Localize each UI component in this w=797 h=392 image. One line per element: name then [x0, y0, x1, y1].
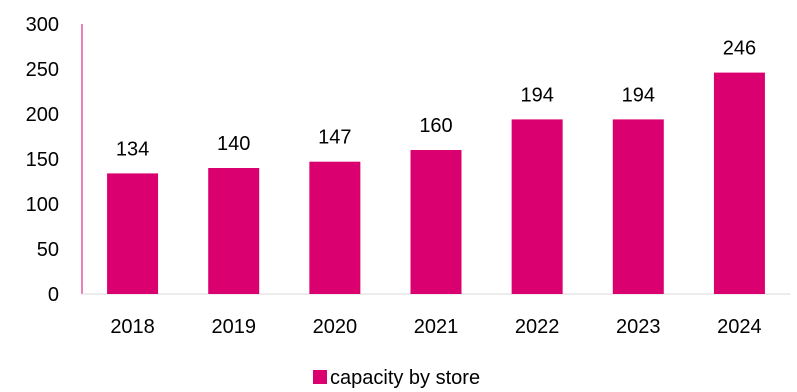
bar-2021 [410, 150, 462, 294]
data-label-2024: 246 [723, 38, 756, 60]
x-tick-label-2024: 2024 [717, 316, 762, 338]
y-tick-label: 0 [48, 284, 59, 306]
data-label-2021: 160 [419, 115, 452, 137]
x-tick-label-2023: 2023 [616, 316, 661, 338]
y-tick-label: 50 [37, 239, 59, 261]
bar-2023 [612, 119, 664, 295]
x-tick-label-2021: 2021 [414, 316, 459, 338]
bar-2024 [713, 72, 765, 294]
y-tick-label: 100 [26, 194, 59, 216]
x-tick-label-2018: 2018 [110, 316, 155, 338]
bar-2020 [309, 161, 361, 294]
data-label-2023: 194 [622, 84, 655, 106]
data-label-2018: 134 [116, 138, 149, 160]
data-label-2019: 140 [217, 133, 250, 155]
x-tick-label-2020: 2020 [313, 316, 358, 338]
x-axis-ticks: 2018 2019 2020 2021 2022 2023 2024 [110, 316, 761, 338]
bar-2018 [107, 173, 159, 294]
data-label-2020: 147 [318, 127, 351, 149]
x-tick-label-2019: 2019 [211, 316, 256, 338]
legend-label: capacity by store [330, 367, 480, 389]
data-label-2022: 194 [520, 84, 553, 106]
y-tick-label: 250 [26, 59, 59, 81]
bar-2019 [208, 168, 260, 294]
legend: capacity by store [313, 367, 480, 389]
y-tick-label: 200 [26, 104, 59, 126]
bar-2022 [511, 119, 563, 295]
legend-swatch [313, 370, 327, 384]
y-tick-label: 300 [26, 14, 59, 36]
x-tick-label-2022: 2022 [515, 316, 560, 338]
y-tick-label: 150 [26, 149, 59, 171]
data-labels-group: 134 140 147 160 194 194 246 [116, 38, 756, 161]
y-axis-ticks: 0 50 100 150 200 250 300 [26, 14, 59, 306]
bars-group [107, 72, 765, 295]
